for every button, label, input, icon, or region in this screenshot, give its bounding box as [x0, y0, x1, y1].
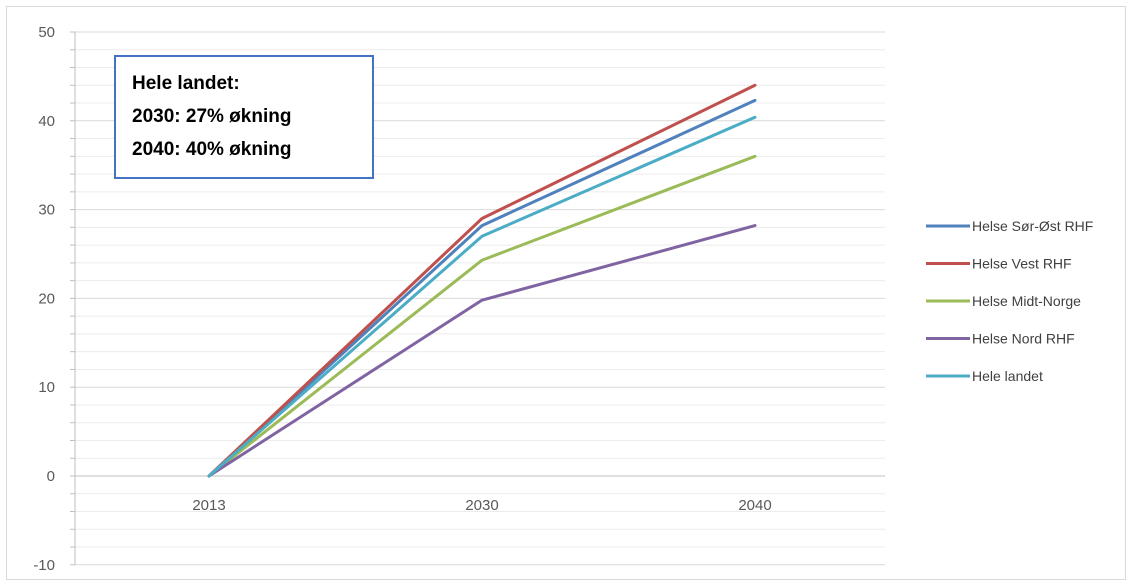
legend: Helse Sør-Øst RHF Helse Vest RHF Helse Mid…	[926, 218, 1093, 384]
y-tick-labels: -10 0 10 20 30 40 50	[33, 24, 55, 574]
series-line	[207, 115, 757, 478]
annotation-line-2: 2030: 27% økning	[132, 106, 292, 127]
y-tick-label: -10	[33, 557, 55, 574]
legend-label: Hele landet	[972, 368, 1043, 384]
x-tick-label: 2013	[192, 497, 225, 514]
legend-item: Hele landet	[926, 368, 1043, 384]
legend-label: Helse Nord RHF	[972, 331, 1075, 347]
annotation-line-1: Hele landet:	[132, 73, 240, 94]
legend-item: Helse Vest RHF	[926, 256, 1072, 272]
y-tick-label: 0	[47, 468, 55, 485]
annotation-box: Hele landet: 2030: 27% økning 2040: 40% …	[114, 55, 374, 179]
y-tick-label: 30	[38, 202, 55, 219]
y-tick-label: 50	[38, 24, 55, 41]
legend-item: Helse Sør-Øst RHF	[926, 218, 1093, 234]
legend-item: Helse Midt-Norge	[926, 293, 1081, 309]
y-tick-label: 10	[38, 379, 55, 396]
legend-label: Helse Midt-Norge	[972, 293, 1081, 309]
series-line	[207, 83, 757, 478]
legend-label: Helse Sør-Øst RHF	[972, 218, 1093, 234]
x-tick-labels: 2013 2030 2040	[192, 497, 771, 514]
series-line	[207, 154, 757, 478]
series-lines	[207, 83, 757, 478]
x-tick-label: 2040	[738, 497, 771, 514]
y-tick-label: 40	[38, 113, 55, 130]
legend-item: Helse Nord RHF	[926, 331, 1075, 347]
series-line	[207, 224, 757, 478]
series-line	[207, 98, 757, 478]
legend-label: Helse Vest RHF	[972, 256, 1072, 272]
annotation-line-3: 2040: 40% økning	[132, 139, 292, 160]
x-tick-label: 2030	[465, 497, 498, 514]
y-tick-label: 20	[38, 290, 55, 307]
